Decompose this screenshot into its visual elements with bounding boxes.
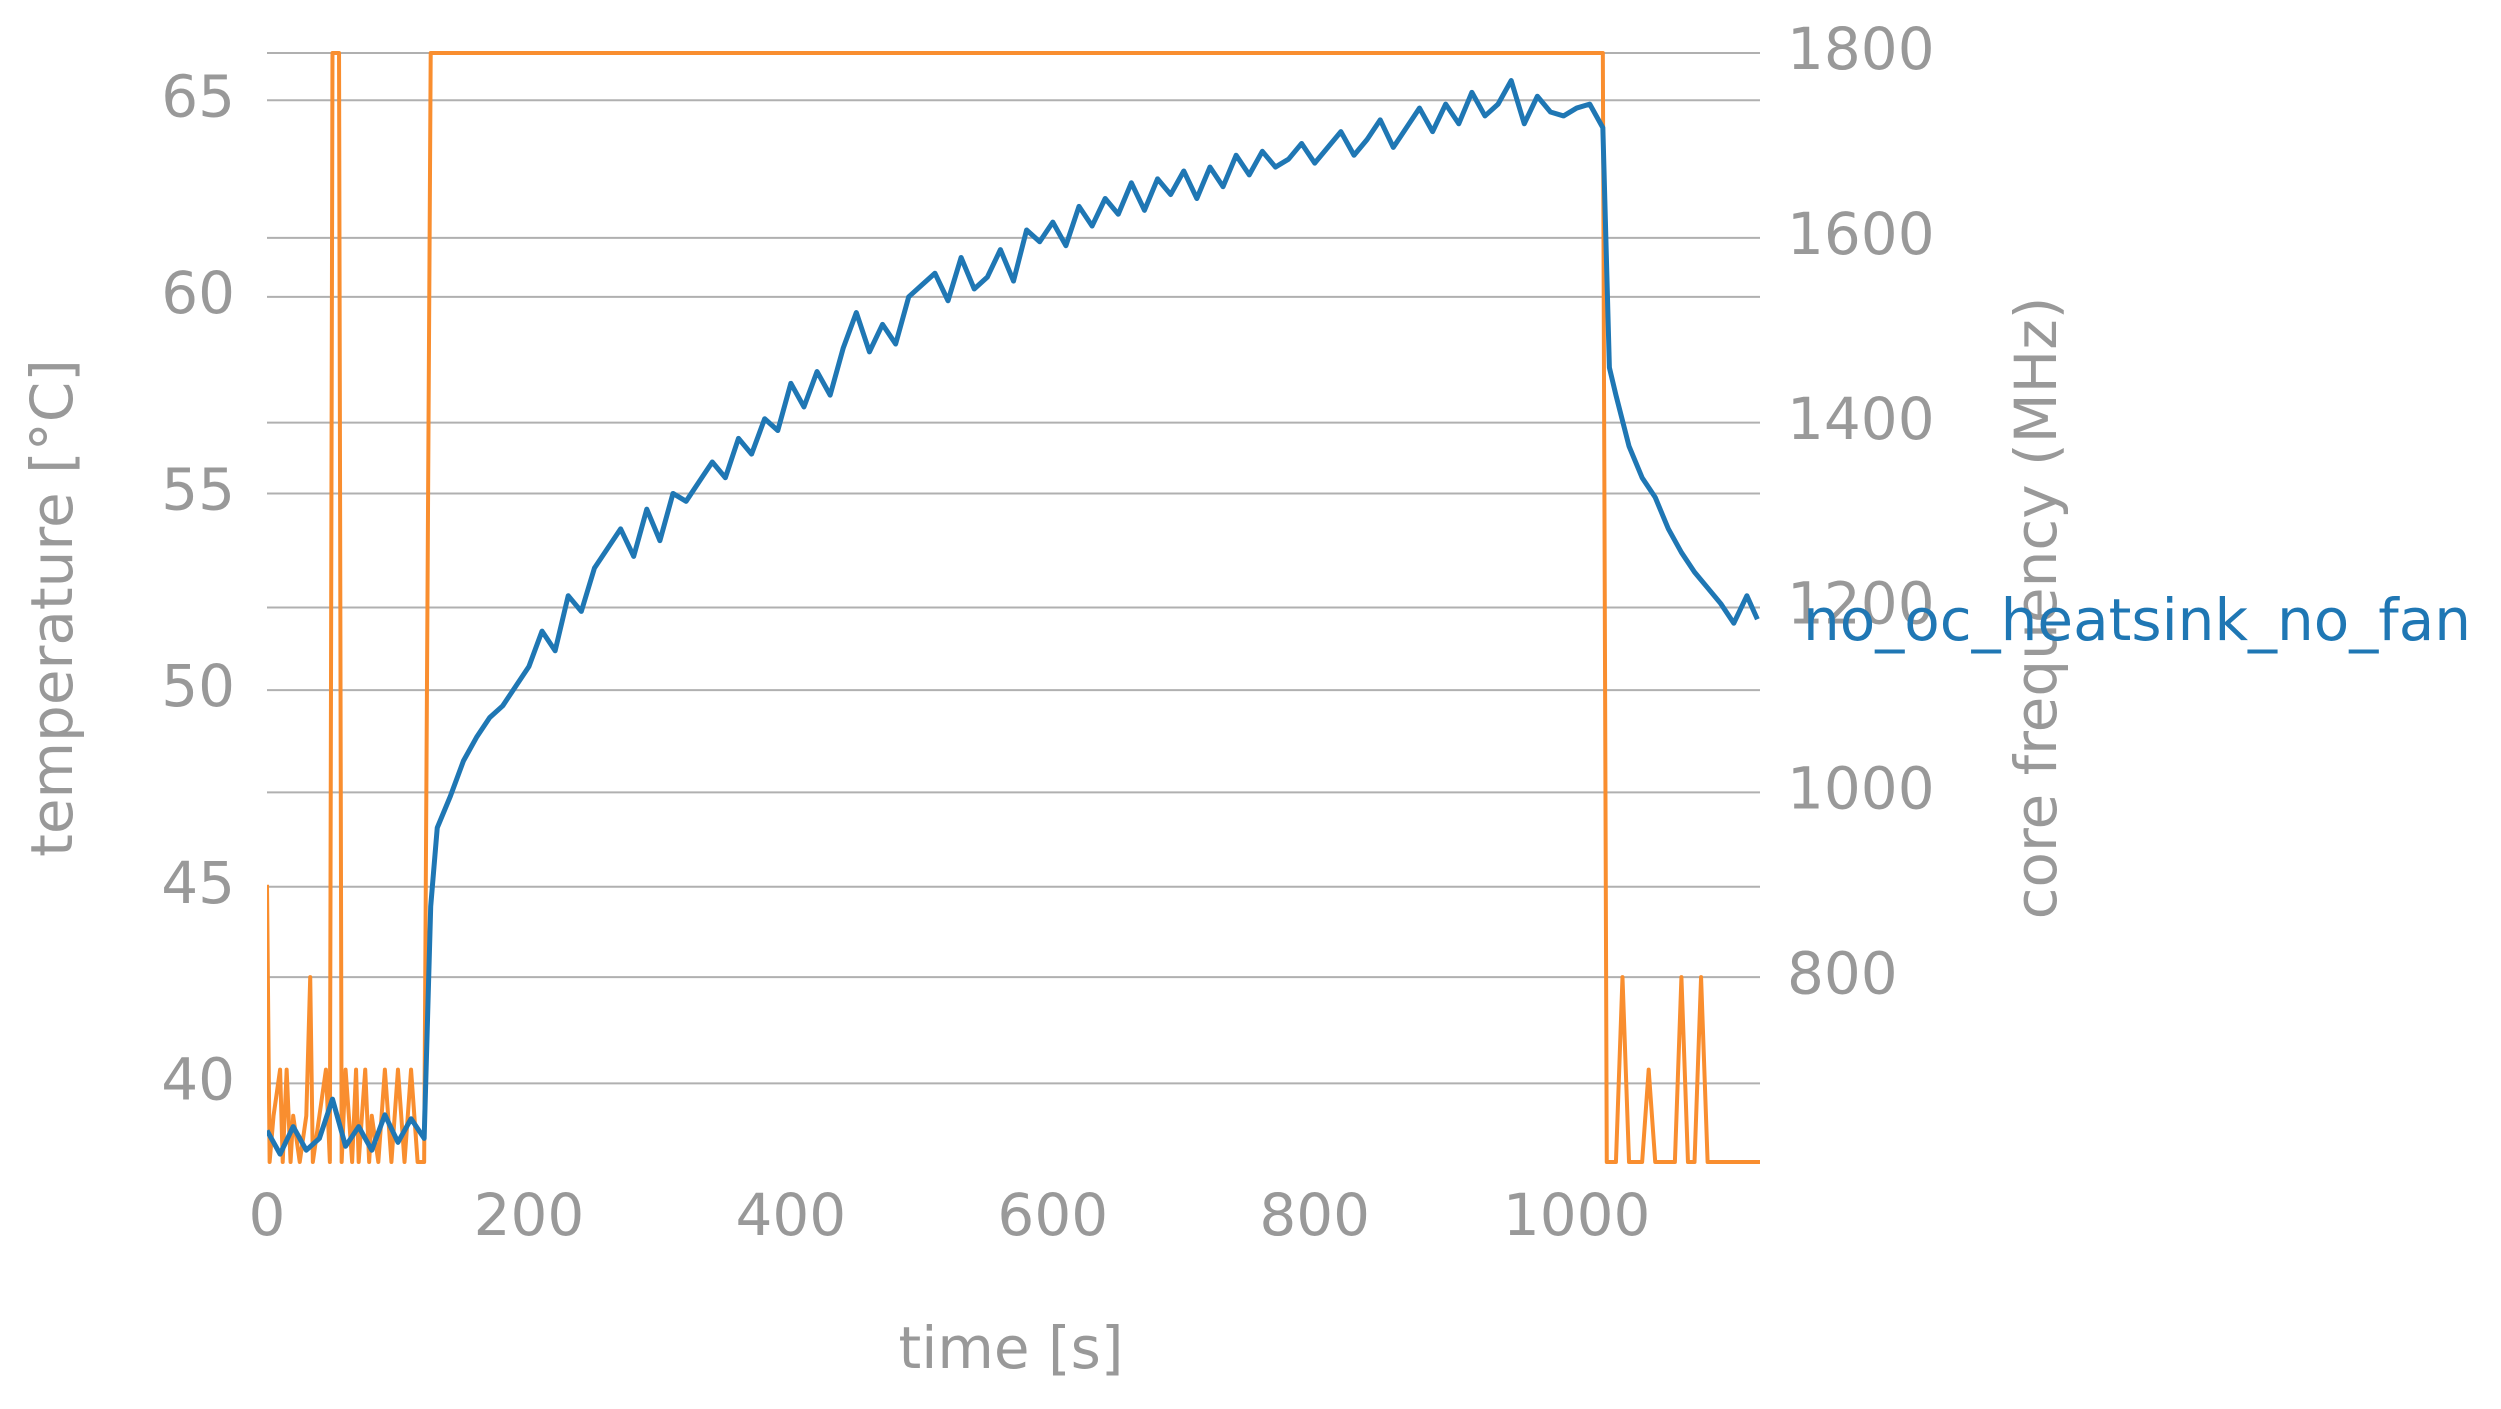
y2-tick-label: 800 (1787, 939, 1898, 1007)
y2-tick-label: 1800 (1787, 15, 1935, 83)
x-tick-label: 600 (997, 1181, 1108, 1249)
series-line (267, 78, 1760, 1157)
annotation: no_oc_heatsink_no_fan (1803, 586, 2471, 654)
y-tick-label: 50 (161, 652, 235, 720)
y-tick-label: 55 (161, 456, 235, 524)
x-tick-label: 1000 (1503, 1181, 1651, 1249)
y2-tick-label: 1400 (1787, 385, 1935, 453)
x-tick-label: 400 (736, 1181, 847, 1249)
y2-tick-label: 1600 (1787, 200, 1935, 268)
x-tick-label: 200 (474, 1181, 585, 1249)
y2-axis-title: core frequency (MHz) (2002, 297, 2070, 920)
x-tick-label: 800 (1259, 1181, 1370, 1249)
y-tick-label: 40 (161, 1045, 235, 1113)
y2-tick-label: 1000 (1787, 754, 1935, 822)
x-tick-label: 0 (249, 1181, 286, 1249)
y-tick-label: 60 (161, 259, 235, 327)
y2-tick-label: 1200 (1787, 570, 1935, 638)
y-tick-label: 45 (161, 849, 235, 917)
y-axis-title: temperature [°C] (18, 359, 86, 857)
x-axis-title: time [s] (899, 1314, 1124, 1382)
y-tick-label: 65 (161, 62, 235, 130)
